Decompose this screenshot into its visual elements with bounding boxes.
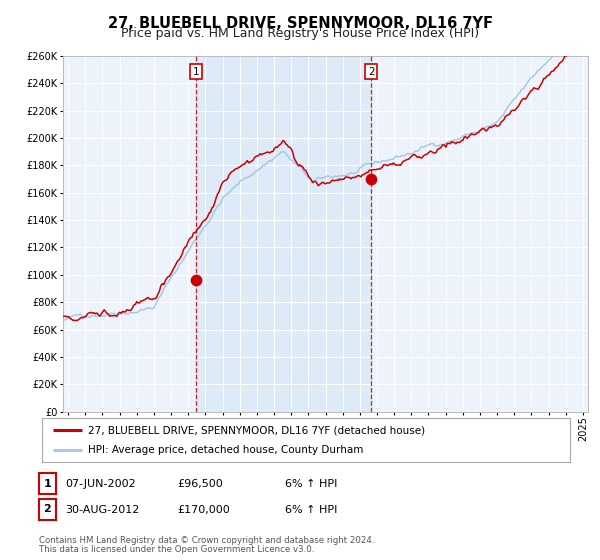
- Text: 2: 2: [44, 505, 51, 514]
- Point: [367, 175, 376, 184]
- Text: £170,000: £170,000: [177, 505, 230, 515]
- Text: 07-JUN-2002: 07-JUN-2002: [65, 479, 136, 489]
- Text: This data is licensed under the Open Government Licence v3.0.: This data is licensed under the Open Gov…: [39, 545, 314, 554]
- Text: 6% ↑ HPI: 6% ↑ HPI: [285, 505, 337, 515]
- Text: 2: 2: [368, 67, 374, 77]
- Text: Price paid vs. HM Land Registry's House Price Index (HPI): Price paid vs. HM Land Registry's House …: [121, 27, 479, 40]
- Bar: [196, 56, 371, 412]
- Text: 27, BLUEBELL DRIVE, SPENNYMOOR, DL16 7YF (detached house): 27, BLUEBELL DRIVE, SPENNYMOOR, DL16 7YF…: [88, 425, 425, 435]
- Text: HPI: Average price, detached house, County Durham: HPI: Average price, detached house, Coun…: [88, 445, 364, 455]
- Text: 1: 1: [193, 67, 199, 77]
- Text: 1: 1: [44, 479, 51, 488]
- Point: [191, 275, 200, 284]
- Text: 6% ↑ HPI: 6% ↑ HPI: [285, 479, 337, 489]
- Text: 30-AUG-2012: 30-AUG-2012: [65, 505, 139, 515]
- Text: 27, BLUEBELL DRIVE, SPENNYMOOR, DL16 7YF: 27, BLUEBELL DRIVE, SPENNYMOOR, DL16 7YF: [107, 16, 493, 31]
- Text: Contains HM Land Registry data © Crown copyright and database right 2024.: Contains HM Land Registry data © Crown c…: [39, 536, 374, 545]
- Text: £96,500: £96,500: [177, 479, 223, 489]
